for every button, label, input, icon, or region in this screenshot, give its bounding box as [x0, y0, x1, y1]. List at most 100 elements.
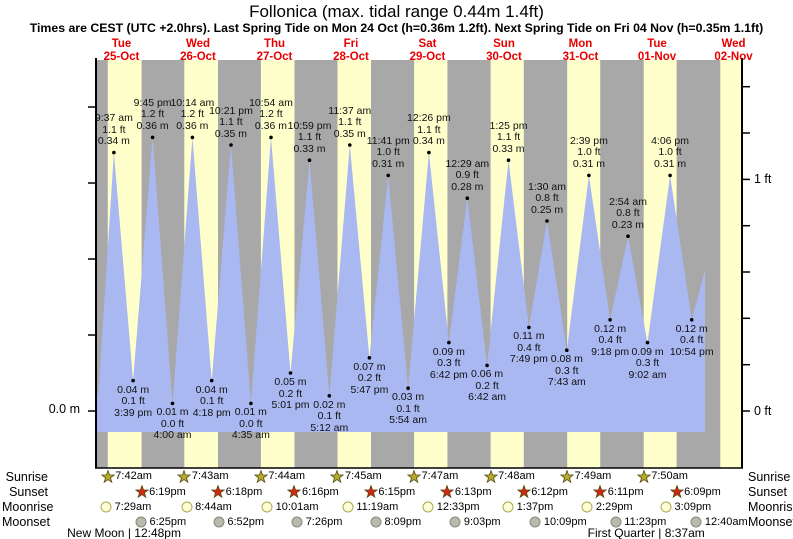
- day-date: 30-Oct: [486, 50, 522, 63]
- tide-label-line: 0.0 ft: [160, 417, 185, 430]
- tide-event-dot: [269, 135, 273, 140]
- day-name: Sun: [493, 38, 515, 50]
- sunset-star-icon: [439, 484, 455, 499]
- tide-label-line: 0.03 m: [391, 391, 425, 404]
- day-date: 27-Oct: [256, 50, 293, 63]
- tide-label-line: 0.06 m: [471, 368, 504, 381]
- sunrise-star-icon: [100, 468, 116, 484]
- moonset-circle-icon: [213, 516, 225, 528]
- sunrise-time: 7:50am: [651, 470, 688, 482]
- tide-label-line: 0.4 ft: [598, 334, 622, 347]
- low-tide-label: 0.09 m 0.3 ft 6:42 pm: [407, 345, 491, 382]
- tide-label-line: 0.3 ft: [437, 357, 461, 370]
- tide-event-dot: [406, 386, 410, 391]
- sunset-time: 6:18pm: [225, 485, 263, 498]
- tide-label-line: 1.0 ft: [658, 146, 682, 159]
- tide-label-line: 0.09 m: [631, 345, 664, 358]
- tide-label-line: 0.35 m: [214, 127, 248, 140]
- day-date: 26-Oct: [180, 50, 216, 63]
- high-tide-label: 1:30 am 0.8 ft 0.25 m: [505, 180, 589, 217]
- tide-label-line: 1.2 ft: [140, 108, 165, 121]
- moonrise-time: 8:44am: [195, 500, 232, 513]
- tide-label-line: 1.0 ft: [376, 146, 400, 159]
- day-name: Tue: [647, 38, 667, 50]
- tide-label-line: 0.11 m: [513, 330, 545, 343]
- tide-label-line: 0.05 m: [274, 376, 307, 388]
- sunrise-star-icon: [483, 468, 498, 484]
- low-tide-label: 0.11 m 0.4 ft 7:49 pm: [487, 331, 571, 366]
- sunset-time: 6:19pm: [149, 485, 186, 498]
- tide-event-dot: [626, 234, 630, 238]
- moonset-time: 9:03pm: [463, 515, 501, 528]
- tide-label-line: 0.33 m: [492, 142, 525, 155]
- page-subtitle: Times are CEST (UTC +2.0hrs). Last Sprin…: [29, 21, 764, 35]
- moonset-time: 11:23pm: [624, 515, 667, 528]
- low-tide-label: 0.03 m 0.1 ft 5:54 am: [366, 392, 450, 427]
- tide-label-line: 0.09 m: [432, 345, 465, 358]
- sunrise-time: 7:43am: [191, 470, 229, 482]
- sunset-time: 6:09pm: [684, 485, 721, 498]
- tide-event-dot: [527, 325, 531, 330]
- tide-event-dot: [485, 363, 489, 368]
- moonrise-circle-icon: [660, 501, 672, 513]
- moonset-time: 12:40am: [704, 515, 748, 528]
- high-tide-label: 2:39 pm 1.0 ft 0.31 m: [547, 134, 631, 171]
- tide-label-line: 4:00 am: [153, 429, 192, 442]
- sunrise-time: 7:49am: [574, 470, 612, 482]
- low-tide-label: 0.04 m 0.1 ft 4:18 pm: [170, 384, 254, 420]
- sunrise-star-icon: [330, 468, 345, 484]
- almanac-row-label-sunset: Sunset: [748, 485, 787, 499]
- day-name: Fri: [343, 38, 359, 50]
- tide-event-dot: [447, 340, 451, 345]
- high-tide-label: 1:25 pm 1.1 ft 0.33 m: [467, 119, 551, 156]
- day-date: 29-Oct: [409, 50, 446, 63]
- day-header: Sat 29-Oct: [393, 38, 463, 63]
- tide-label-line: 10:21 pm: [209, 104, 253, 117]
- tide-label-line: 0.35 m: [333, 127, 366, 140]
- sunrise-time: 7:48am: [498, 470, 535, 482]
- day-name: Tue: [111, 38, 132, 50]
- low-tide-label: 0.01 m 0.0 ft 4:35 am: [209, 407, 293, 442]
- tide-label-line: 4:06 pm: [651, 134, 690, 147]
- tide-label-line: 1.1 ft: [102, 123, 126, 136]
- moonrise-time: 12:33pm: [436, 500, 480, 513]
- sunrise-star-icon: [406, 468, 422, 484]
- tide-label-line: 0.07 m: [353, 360, 386, 373]
- moonrise-circle-icon: [100, 501, 112, 513]
- sunrise-star-icon: [559, 468, 575, 484]
- tide-event-dot: [386, 173, 391, 178]
- tide-label-line: 2:39 pm: [569, 134, 608, 147]
- moonset-circle-icon: [610, 516, 622, 528]
- day-name: Wed: [185, 38, 211, 50]
- tide-label-line: 0.9 ft: [455, 169, 479, 182]
- tide-event-dot: [587, 173, 591, 178]
- moonrise-time: 10:01am: [275, 500, 319, 513]
- tide-label-line: 1:25 pm: [489, 119, 528, 132]
- tide-label-line: 4:18 pm: [192, 406, 231, 419]
- tide-event-dot: [307, 158, 312, 162]
- tide-label-line: 6:42 pm: [429, 368, 468, 381]
- tide-label-line: 0.34 m: [97, 135, 130, 148]
- day-date: 02-Nov: [714, 50, 753, 63]
- sunset-time: 6:15pm: [378, 485, 416, 498]
- sunrise-time: 7:44am: [268, 470, 306, 482]
- tide-event-dot: [545, 219, 549, 223]
- high-tide-label: 11:37 am 1.1 ft 0.35 m: [308, 105, 392, 141]
- tide-label-line: 1:30 am: [528, 180, 566, 193]
- tide-label-line: 5:47 pm: [350, 383, 389, 396]
- tide-event-dot: [229, 143, 233, 147]
- tide-event-dot: [645, 340, 650, 345]
- tide-label-line: 0.31 m: [372, 157, 405, 170]
- high-tide-label: 9:37 am 1.1 ft 0.34 m: [72, 113, 156, 148]
- y-axis-label-1ft: 1 ft: [754, 172, 772, 186]
- tide-event-dot: [150, 135, 155, 140]
- sunrise-star-icon: [177, 468, 192, 484]
- moonrise-time: 1:37pm: [516, 500, 554, 513]
- tide-label-line: 0.1 ft: [396, 402, 420, 415]
- tide-label-line: 0.31 m: [654, 157, 687, 170]
- moonset-circle-icon: [135, 516, 147, 528]
- moonset-circle-icon: [370, 516, 382, 528]
- sunset-time: 6:12pm: [531, 485, 568, 498]
- tide-event-dot: [565, 348, 569, 353]
